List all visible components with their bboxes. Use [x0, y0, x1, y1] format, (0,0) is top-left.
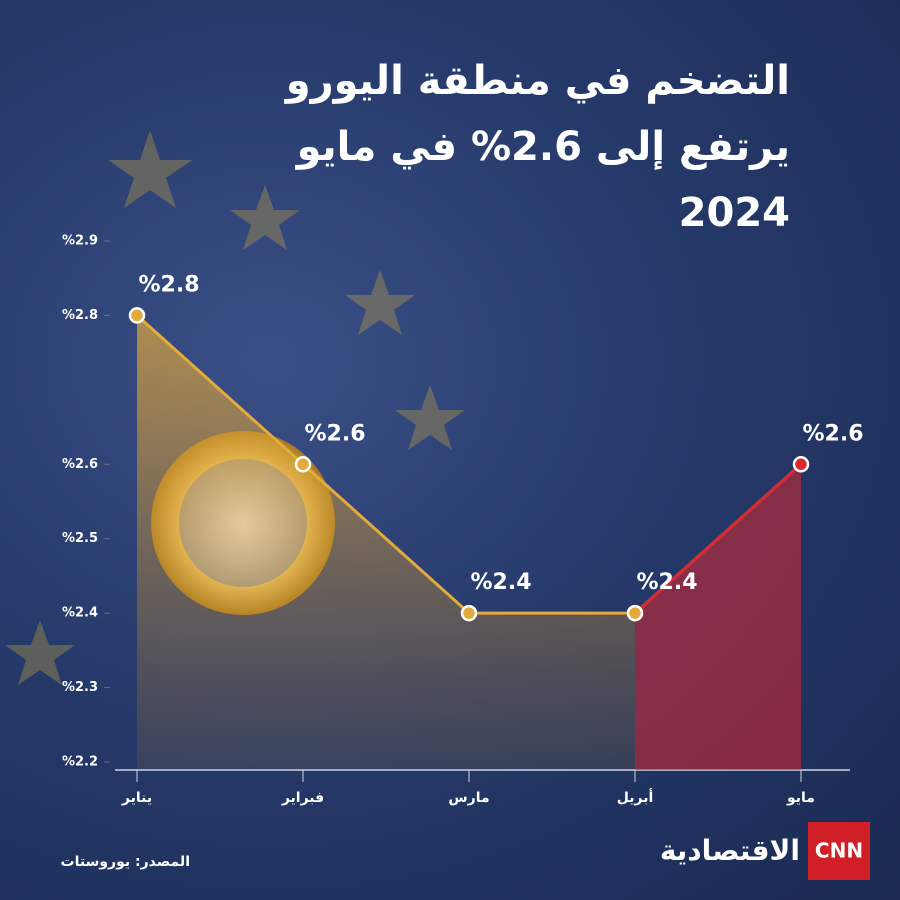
value-label: %2.6	[304, 421, 365, 446]
point	[294, 456, 312, 473]
x-tick-label: مارس	[448, 790, 489, 806]
x-tick-label: فبراير	[281, 790, 324, 806]
y-tick-label: %2.6	[62, 457, 98, 472]
decor-stars	[5, 130, 465, 685]
y-tick-label: %2.8	[62, 308, 98, 323]
point	[128, 307, 146, 324]
logo: CNN	[815, 839, 863, 863]
source: المصدر: يوروستات	[61, 854, 190, 870]
x-tick-label: يناير	[121, 790, 152, 806]
area-fill-highlight	[635, 464, 801, 770]
y-tick-label: %2.2	[62, 755, 98, 770]
value-label: %2.4	[470, 570, 531, 595]
value-label: %2.6	[802, 421, 863, 446]
point	[626, 604, 644, 622]
point	[460, 604, 478, 622]
y-tick-label: %2.3	[62, 680, 98, 695]
x-tick-label: مايو	[786, 790, 815, 806]
line-highlight	[633, 463, 803, 615]
y-tick-label: %2.5	[62, 531, 98, 546]
point	[792, 456, 810, 473]
brand: الاقتصادية	[660, 834, 800, 867]
value-label: %2.4	[636, 570, 697, 595]
value-label: %2.8	[138, 272, 199, 297]
y-tick-label: %2.4	[62, 606, 98, 621]
y-tick-label: %2.9	[62, 234, 98, 249]
x-tick-label: أبريل	[617, 788, 654, 806]
logo-box	[808, 822, 870, 880]
chart-title: التضخم في منطقة اليورو يرتفع إلى 2.6% في…	[285, 58, 790, 236]
